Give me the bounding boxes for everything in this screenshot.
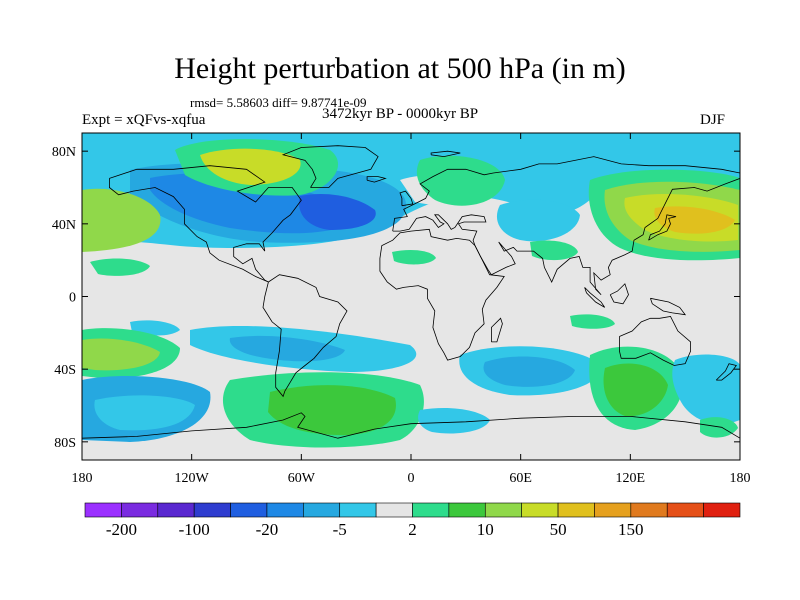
colorbar-swatch (230, 502, 268, 518)
coast-sumatra (584, 287, 606, 308)
contour-central-asia (496, 199, 580, 242)
contour-east-pacific-patch (90, 258, 150, 276)
coast-south-america (262, 274, 348, 398)
contour-field (82, 133, 740, 448)
colorbar-label: -5 (333, 520, 347, 539)
contour-south-australia-low (672, 354, 740, 424)
lon-tick-label: 60W (288, 471, 316, 486)
coast-uk (399, 190, 414, 207)
colorbar-swatch (594, 502, 632, 518)
colorbar-label: -100 (179, 520, 210, 539)
contour-south-pacific-low-rim (94, 395, 195, 431)
colorbar-swatch (339, 502, 377, 518)
colorbar-swatch (521, 502, 559, 518)
contour-greenland-high-core (200, 148, 301, 185)
colorbar-swatch (266, 502, 304, 518)
colorbar-swatch (121, 502, 159, 518)
colorbar-label: -200 (106, 520, 137, 539)
contour-south-america-low-core (229, 335, 345, 362)
colorbar-label: 50 (550, 520, 567, 539)
colorbar: -200 -100 -20 -5 2 10 50 150 (84, 502, 741, 539)
lat-tick-label: 40S (54, 363, 76, 378)
colorbar-swatch (666, 502, 704, 518)
colorbar-swatch (193, 502, 231, 518)
coast-eurasia (392, 156, 740, 295)
colorbar-swatch (557, 502, 595, 518)
coast-japan (648, 214, 677, 241)
colorbar-label: -20 (256, 520, 279, 539)
stats-text: rmsd= 5.58603 diff= 9.87741e-09 (190, 95, 367, 110)
colorbar-swatch (303, 502, 341, 518)
contour-antarctic-low (418, 408, 490, 434)
colorbar-label: 10 (477, 520, 494, 539)
latitude-axis: 80N 40N 0 40S 80S (52, 145, 740, 451)
lat-tick-label: 80S (54, 436, 76, 451)
coast-new-zealand (715, 363, 737, 381)
contour-north-america-low (150, 173, 348, 234)
colorbar-swatch (448, 502, 486, 518)
map-title: Height perturbation at 500 hPa (in m) (174, 52, 626, 85)
coast-madagascar (490, 317, 503, 343)
longitude-axis: 180 120W 60W 0 60E 120E 180 (72, 133, 751, 486)
coast-borneo (609, 283, 629, 305)
colorbar-swatch (412, 502, 450, 518)
lat-tick-label: 80N (52, 145, 76, 160)
contour-maritime-patch (570, 314, 615, 329)
coast-greenland (281, 145, 379, 188)
colorbar-swatch (157, 502, 195, 518)
contour-central-atlantic-patch (392, 250, 436, 265)
colorbar-swatch (630, 502, 668, 518)
lon-tick-label: 60E (509, 471, 532, 486)
colorbar-label: 2 (408, 520, 417, 539)
lon-tick-label: 120E (616, 471, 646, 486)
contour-southeast-patch (700, 417, 738, 438)
coast-australia (619, 316, 691, 366)
lat-tick-label: 40N (52, 218, 76, 233)
period-label: 3472kyr BP - 0000kyr BP (322, 106, 479, 122)
colorbar-swatch (84, 502, 122, 518)
contour-north-africa-patch (530, 240, 578, 261)
lon-tick-label: 0 (408, 471, 415, 486)
colorbar-swatch (703, 502, 741, 518)
contour-south-pacific-patch (130, 320, 180, 336)
contour-europe-high (416, 155, 505, 206)
season-label: DJF (700, 112, 726, 128)
colorbar-swatch (375, 502, 413, 518)
lon-tick-label: 180 (730, 471, 751, 486)
contour-north-pacific-west (82, 188, 161, 252)
contour-atlantic-low-core (299, 193, 376, 230)
colorbar-swatch (484, 502, 522, 518)
contour-southern-indian-high-core (603, 363, 668, 417)
contour-south-pacific-west-core (82, 338, 160, 371)
lon-tick-label: 120W (175, 471, 210, 486)
contour-southern-ocean-high-core (268, 385, 396, 436)
coastlines (82, 145, 740, 439)
coast-new-guinea (650, 297, 687, 316)
lat-tick-label: 0 (69, 291, 76, 306)
experiment-label: Expt = xQFvs-xqfua (82, 112, 206, 128)
contour-south-indian-low-core (483, 356, 575, 387)
coast-antarctica (82, 412, 740, 439)
contour-east-asia-high-core (654, 206, 735, 234)
coast-africa (379, 228, 505, 361)
coast-svalbard (430, 150, 461, 158)
colorbar-label: 150 (618, 520, 644, 539)
lon-tick-label: 180 (72, 471, 93, 486)
coast-iceland (366, 176, 387, 183)
coast-north-america (109, 165, 302, 283)
